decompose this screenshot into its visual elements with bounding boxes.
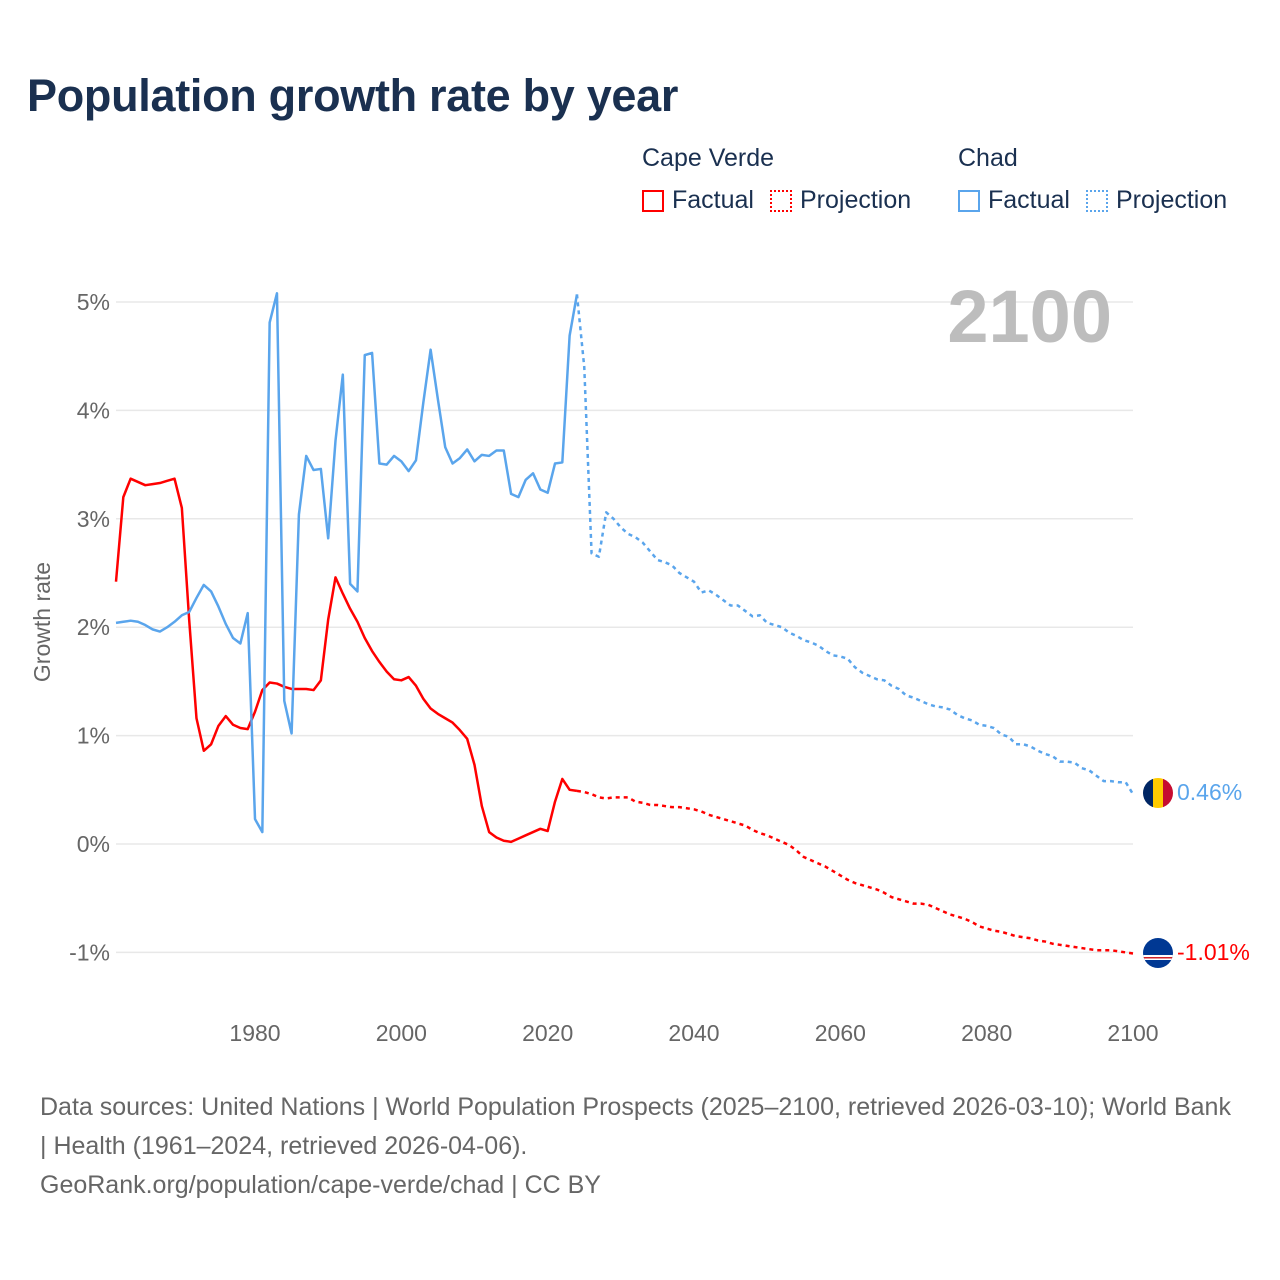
series-line-cape-verde-projection xyxy=(576,789,1134,955)
y-tick-label: 4% xyxy=(77,397,110,423)
solid-swatch-icon xyxy=(642,189,664,212)
cape-verde-flag-icon xyxy=(1143,938,1173,968)
legend-item-cape-verde-factual[interactable]: Factual xyxy=(642,186,754,215)
data-sources: Data sources: United Nations | World Pop… xyxy=(40,1093,1231,1160)
x-tick-label: 2060 xyxy=(815,1020,866,1046)
y-tick-label: 2% xyxy=(77,614,110,640)
legend-label: Projection xyxy=(1115,186,1228,214)
y-tick-label: 5% xyxy=(77,289,110,315)
x-tick-label: 2000 xyxy=(376,1020,427,1046)
legend-chad: Chad Factual Projection xyxy=(958,144,1243,215)
x-tick-label: 2020 xyxy=(522,1020,573,1046)
y-tick-label: 3% xyxy=(77,506,110,532)
y-tick-label: 1% xyxy=(77,723,110,749)
x-tick-label: 2100 xyxy=(1107,1020,1158,1046)
legend-label: Factual xyxy=(672,186,754,214)
series-line-cape-verde-factual xyxy=(114,477,578,844)
solid-swatch-icon xyxy=(958,189,980,212)
x-tick-label: 2040 xyxy=(668,1020,719,1046)
legend-item-cape-verde-projection[interactable]: Projection xyxy=(769,186,912,215)
legend-cape-verde: Cape Verde Factual Projection xyxy=(642,144,927,215)
footer: Data sources: United Nations | World Pop… xyxy=(40,1088,1240,1205)
chad-flag-icon xyxy=(1143,778,1173,808)
series-line-chad-factual xyxy=(115,292,579,834)
legend-item-chad-factual[interactable]: Factual xyxy=(958,186,1070,215)
series-line-chad-projection xyxy=(575,294,1135,795)
legend-label: Projection xyxy=(799,186,912,214)
chad-end-label: 0.46% xyxy=(1177,779,1242,805)
legend-item-chad-projection[interactable]: Projection xyxy=(1085,186,1228,215)
y-tick-label: -1% xyxy=(69,939,110,965)
dotted-swatch-icon xyxy=(769,189,792,212)
y-axis-label: Growth rate xyxy=(29,562,55,682)
credit-link[interactable]: GeoRank.org/population/cape-verde/chad |… xyxy=(40,1171,601,1199)
dotted-swatch-icon xyxy=(1085,189,1108,212)
legend-label: Factual xyxy=(988,186,1070,214)
x-tick-label: 2080 xyxy=(961,1020,1012,1046)
x-tick-label: 1980 xyxy=(229,1020,280,1046)
current-year-watermark: 2100 xyxy=(947,275,1112,358)
y-tick-label: 0% xyxy=(77,831,110,857)
chart-title: Population growth rate by year xyxy=(27,70,679,121)
legend-group-name: Cape Verde xyxy=(642,144,775,172)
legend-group-name: Chad xyxy=(958,144,1018,172)
cape-verde-end-label: -1.01% xyxy=(1177,939,1250,965)
